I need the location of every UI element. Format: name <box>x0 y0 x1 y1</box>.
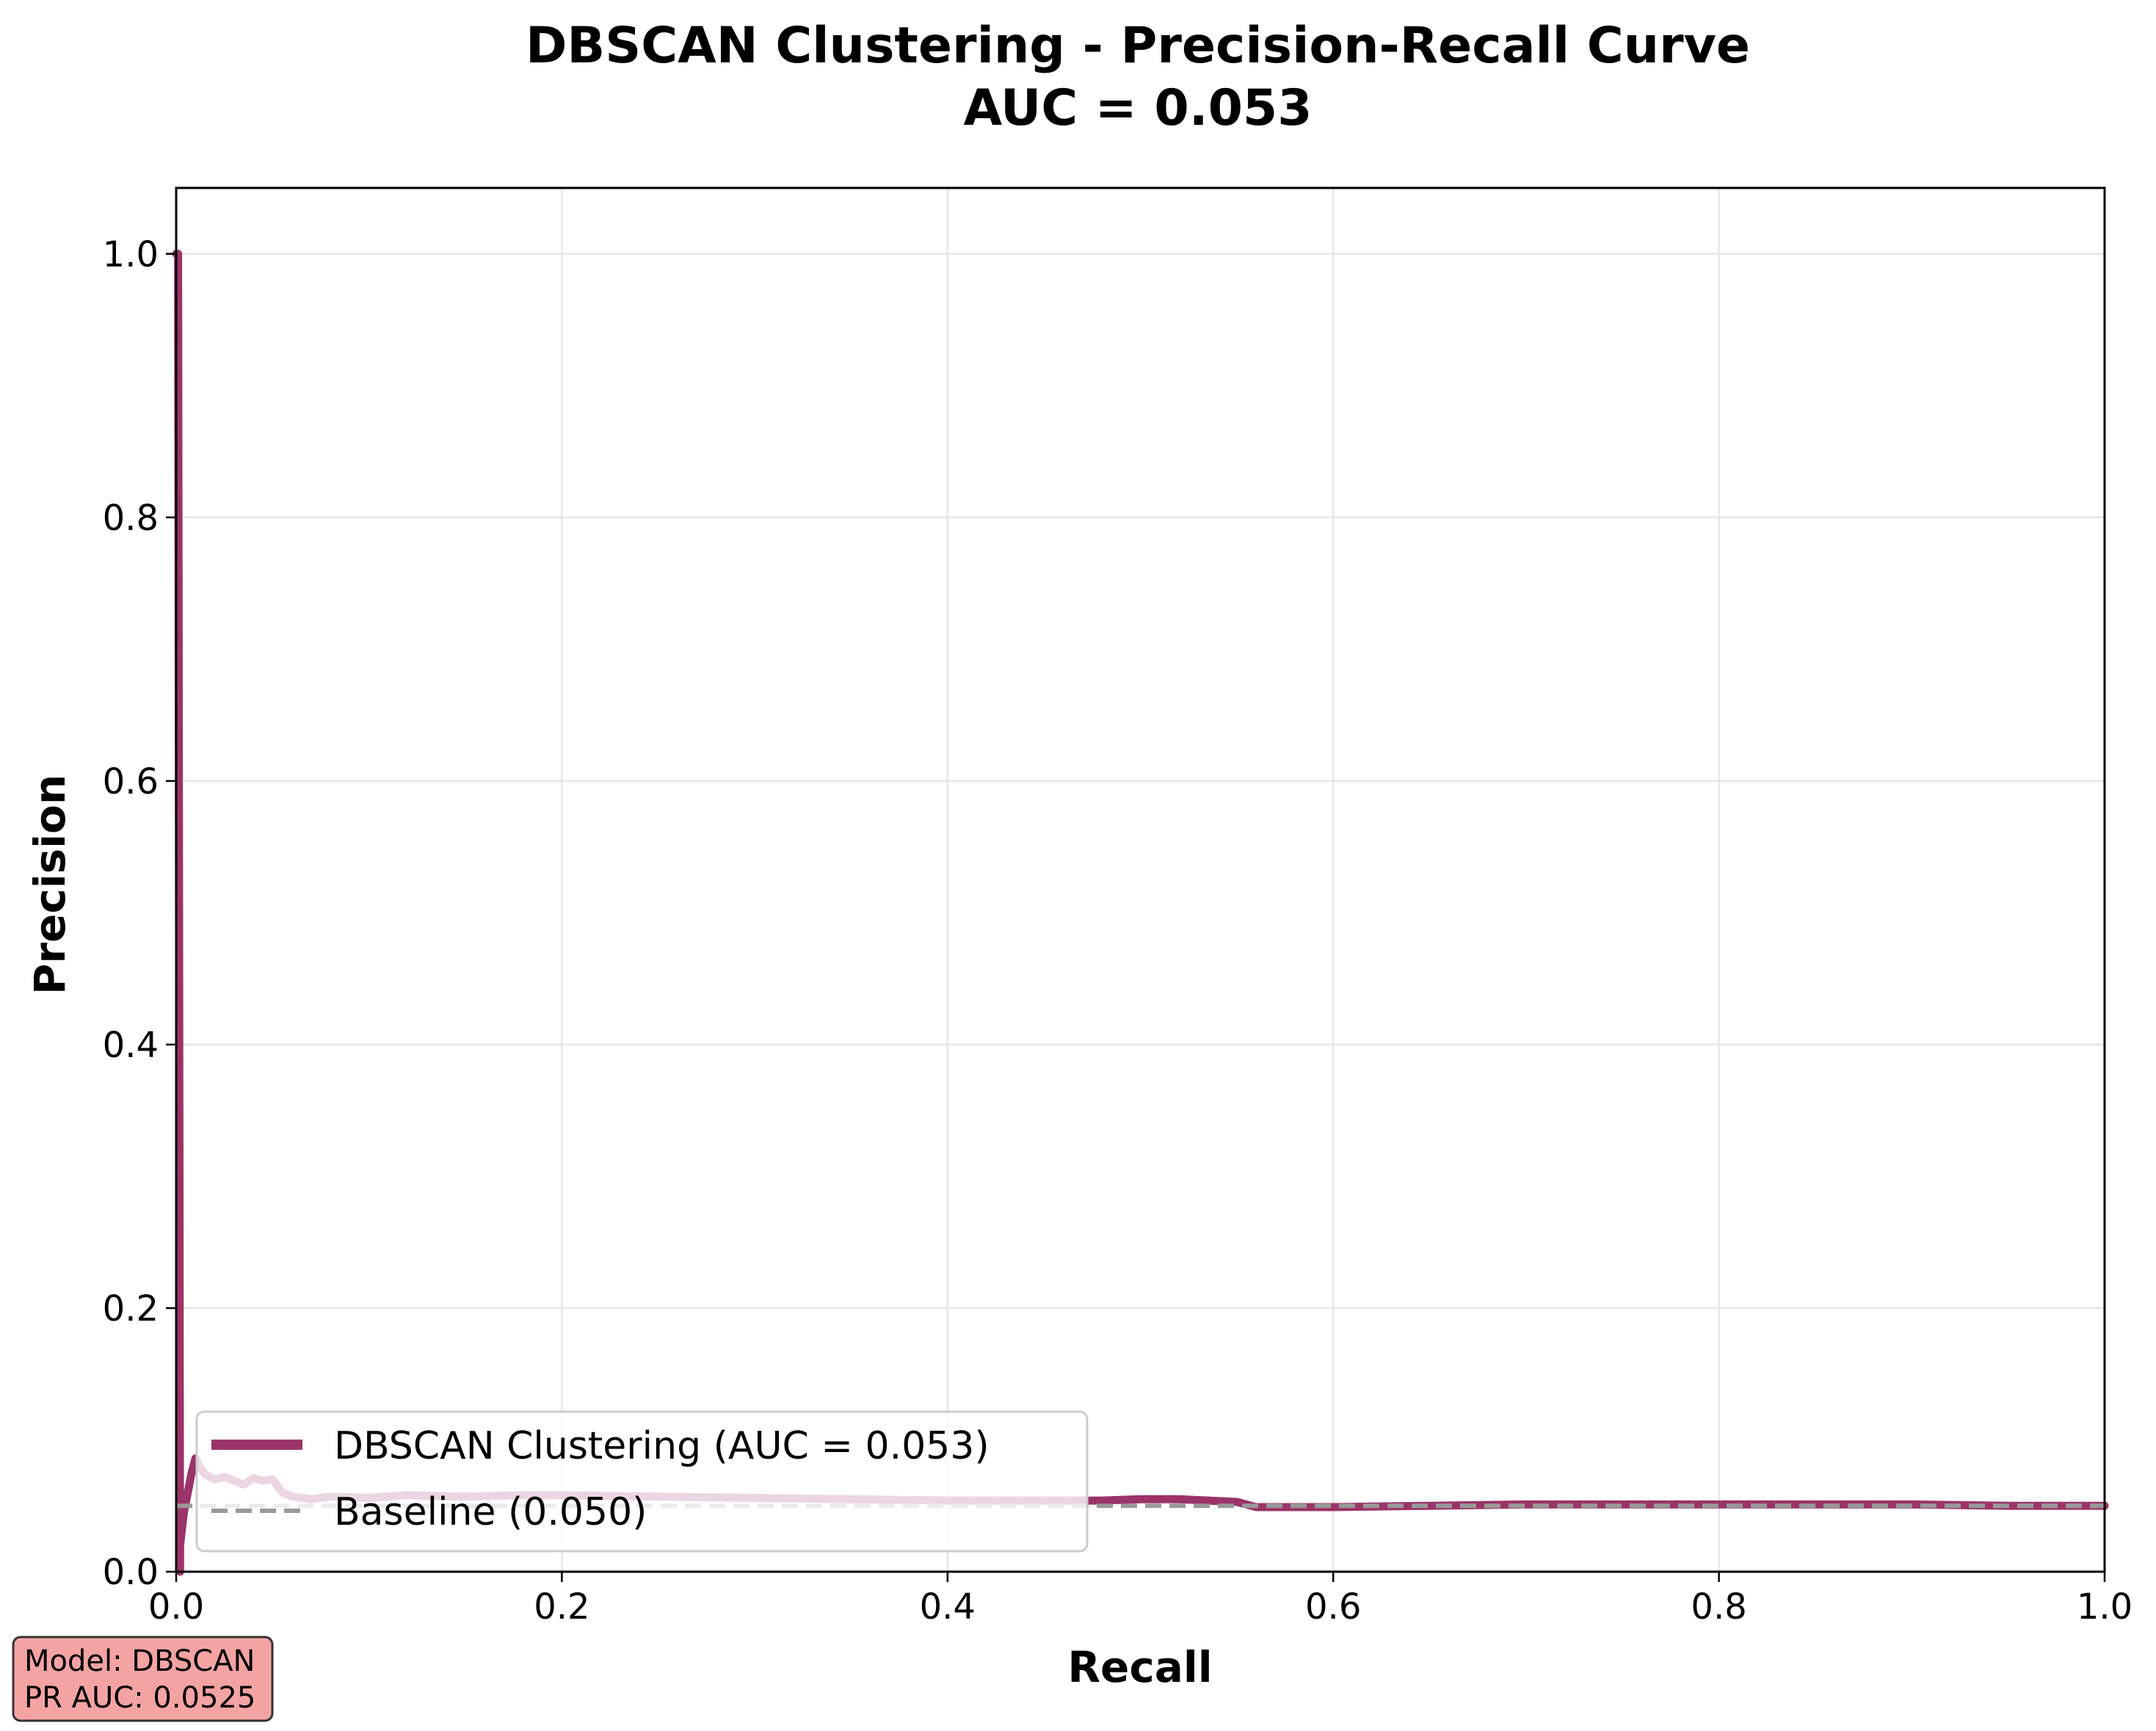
x-tick-label: 0.2 <box>534 1586 589 1627</box>
plot-series <box>172 250 2109 1576</box>
info-box-background <box>12 1636 274 1722</box>
chart-subtitle: AUC = 0.053 <box>963 79 1312 137</box>
y-tick-label: 0.4 <box>103 1025 159 1066</box>
y-tick-label: 0.0 <box>103 1552 159 1593</box>
x-tick-label: 0.0 <box>148 1586 204 1627</box>
y-tick-label: 1.0 <box>103 234 159 275</box>
chart-title: DBSCAN Clustering - Precision-Recall Cur… <box>526 17 1750 75</box>
legend-label-baseline: Baseline (0.050) <box>334 1490 647 1534</box>
legend: DBSCAN Clustering (AUC = 0.053) Baseline… <box>195 1410 1089 1553</box>
axis-ticks: 0.0 0.2 0.4 0.6 0.8 1.0 0.0 0.2 0.4 0.6 0.8 1.0 <box>103 234 2133 1627</box>
grid <box>175 188 2106 1573</box>
info-box: Model: DBSCAN PR AUC: 0.0525 <box>12 1636 274 1722</box>
legend-frame <box>195 1410 1089 1553</box>
x-tick-label: 0.8 <box>1691 1586 1746 1627</box>
y-axis-label: Precision <box>25 774 75 995</box>
series-dbscan-line <box>172 250 2109 1576</box>
y-tick-label: 0.8 <box>103 498 159 539</box>
y-tick-label: 0.6 <box>103 761 159 802</box>
x-axis-label: Recall <box>1067 1642 1212 1692</box>
info-model: Model: DBSCAN <box>24 1644 255 1678</box>
x-tick-label: 0.4 <box>920 1586 976 1627</box>
x-tick-label: 1.0 <box>2077 1586 2133 1627</box>
legend-label-dbscan: DBSCAN Clustering (AUC = 0.053) <box>334 1424 990 1468</box>
info-pr-auc: PR AUC: 0.0525 <box>24 1681 255 1715</box>
x-tick-label: 0.6 <box>1305 1586 1361 1627</box>
y-tick-label: 0.2 <box>103 1288 159 1329</box>
plot-frame <box>175 186 2106 1573</box>
